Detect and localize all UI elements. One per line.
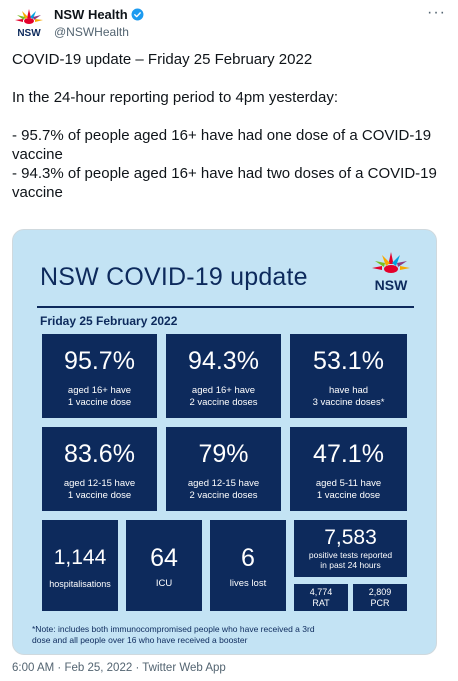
pcr-label: PCR bbox=[370, 598, 390, 608]
author-block: NSW Health @NSWHealth bbox=[54, 6, 144, 40]
author-handle[interactable]: @NSWHealth bbox=[54, 25, 129, 39]
stat-value: 79% bbox=[198, 440, 249, 468]
tweet-text: COVID-19 update – Friday 25 February 202… bbox=[12, 50, 442, 202]
icu-label: ICU bbox=[155, 578, 173, 589]
author-display-name[interactable]: NSW Health bbox=[54, 6, 128, 22]
nsw-waratah-logo-avatar[interactable]: NSW bbox=[12, 6, 46, 40]
svg-text:NSW: NSW bbox=[375, 277, 408, 293]
stat-label-line1: aged 5-11 have bbox=[315, 478, 382, 489]
card-footnote: *Note: includes both immunocompromised p… bbox=[32, 624, 412, 646]
stat-label-line1: have had bbox=[328, 385, 369, 396]
stat-box-12-15-two-doses: 79% aged 12-15 have 2 vaccine doses bbox=[166, 427, 281, 511]
icu-value: 64 bbox=[150, 544, 178, 572]
stat-label-line2: 2 vaccine doses bbox=[189, 490, 258, 501]
stat-box-pcr: 2,809 PCR bbox=[353, 584, 407, 611]
separator: · bbox=[57, 662, 62, 674]
tweet-line-one-dose: - 95.7% of people aged 16+ have had one … bbox=[12, 127, 432, 163]
stat-box-lives-lost: 6 lives lost bbox=[210, 520, 286, 611]
stat-value: 53.1% bbox=[313, 347, 384, 375]
footnote-line2: dose and all people over 16 who have rec… bbox=[32, 635, 248, 645]
card-divider bbox=[37, 306, 414, 308]
hospitalisations-label: hospitalisations bbox=[49, 579, 111, 589]
stat-label-line2: 2 vaccine doses bbox=[189, 397, 258, 408]
positive-tests-value: 7,583 bbox=[324, 526, 377, 549]
tweet-metadata: 6:00 AM · Feb 25, 2022 · Twitter Web App bbox=[12, 662, 226, 674]
tweet-header: NSW NSW Health @NSWHealth ··· bbox=[12, 4, 446, 40]
stat-label-line1: aged 16+ have bbox=[67, 385, 132, 396]
pcr-value: 2,809 bbox=[368, 587, 392, 597]
stat-box-16-two-doses: 94.3% aged 16+ have 2 vaccine doses bbox=[166, 334, 281, 418]
stat-box-16-one-dose: 95.7% aged 16+ have 1 vaccine dose bbox=[42, 334, 157, 418]
stat-box-icu: 64 ICU bbox=[126, 520, 202, 611]
stat-label-line2: 1 vaccine dose bbox=[67, 490, 132, 501]
stat-value: 47.1% bbox=[313, 440, 384, 468]
lives-lost-value: 6 bbox=[241, 544, 255, 572]
positive-tests-label-line1: positive tests reported bbox=[308, 550, 393, 560]
lives-lost-label: lives lost bbox=[229, 578, 267, 589]
positive-tests-label-line2: in past 24 hours bbox=[320, 560, 381, 570]
stat-label-line1: aged 16+ have bbox=[191, 385, 256, 396]
stat-box-positive-tests: 7,583 positive tests reported in past 24… bbox=[294, 520, 407, 577]
more-options-icon[interactable]: ··· bbox=[427, 4, 446, 21]
stat-label-line1: aged 12-15 have bbox=[63, 478, 136, 489]
stat-box-12-15-one-dose: 83.6% aged 12-15 have 1 vaccine dose bbox=[42, 427, 157, 511]
stat-value: 95.7% bbox=[64, 347, 135, 375]
stat-value: 83.6% bbox=[64, 440, 135, 468]
tweet-image-card[interactable]: NSW COVID-19 update NSW Friday 25 Februa… bbox=[12, 229, 437, 655]
rat-value: 4,774 bbox=[309, 587, 333, 597]
stat-value: 94.3% bbox=[188, 347, 259, 375]
footnote-line1: *Note: includes both immunocompromised p… bbox=[32, 624, 315, 634]
rat-label: RAT bbox=[312, 598, 330, 608]
stat-box-three-doses: 53.1% have had 3 vaccine doses* bbox=[290, 334, 407, 418]
tweet-date-link[interactable]: Feb 25, 2022 bbox=[64, 662, 133, 674]
tweet-line-title: COVID-19 update – Friday 25 February 202… bbox=[12, 51, 313, 68]
tweet-time-link[interactable]: 6:00 AM bbox=[12, 662, 55, 674]
card-title: NSW COVID-19 update bbox=[40, 263, 308, 291]
stat-label-line2: 3 vaccine doses* bbox=[312, 397, 385, 408]
verified-badge-icon bbox=[131, 8, 144, 21]
tweet-line-two-doses: - 94.3% of people aged 16+ have had two … bbox=[12, 165, 437, 201]
separator: · bbox=[135, 662, 140, 674]
stat-label-line1: aged 12-15 have bbox=[187, 478, 260, 489]
stat-label-line2: 1 vaccine dose bbox=[316, 490, 381, 501]
svg-text:NSW: NSW bbox=[17, 28, 41, 39]
hospitalisations-value: 1,144 bbox=[53, 546, 107, 569]
stat-box-rat: 4,774 RAT bbox=[294, 584, 348, 611]
stat-box-5-11-one-dose: 47.1% aged 5-11 have 1 vaccine dose bbox=[290, 427, 407, 511]
tweet-line-period: In the 24-hour reporting period to 4pm y… bbox=[12, 89, 339, 106]
stat-box-hospitalisations: 1,144 hospitalisations bbox=[42, 520, 118, 611]
card-date: Friday 25 February 2022 bbox=[40, 314, 178, 328]
nsw-waratah-logo: NSW bbox=[372, 252, 410, 293]
tweet-source-link[interactable]: Twitter Web App bbox=[142, 662, 226, 674]
stat-label-line2: 1 vaccine dose bbox=[67, 397, 132, 408]
